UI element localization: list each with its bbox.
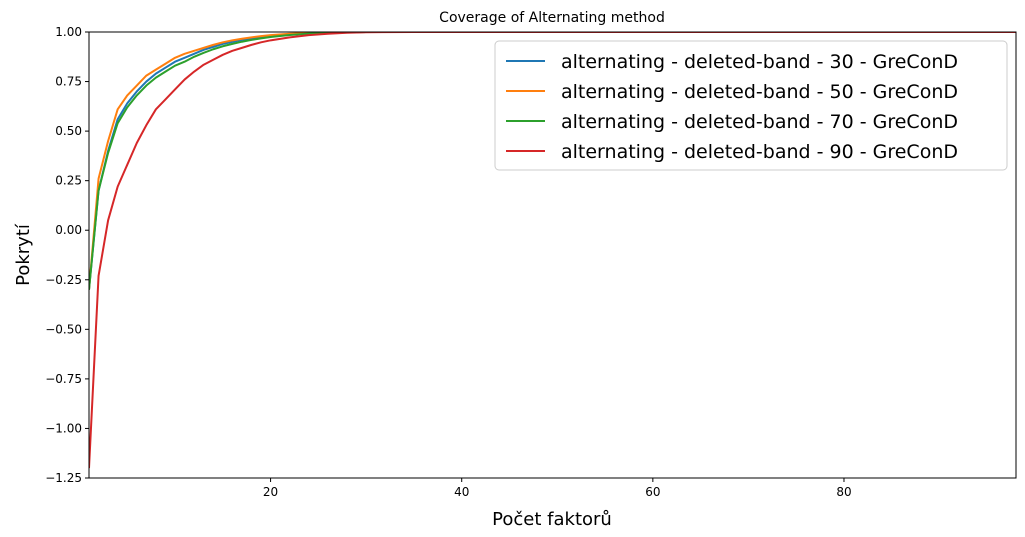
- y-tick-label: −0.75: [45, 372, 82, 386]
- y-tick-label: 0.00: [55, 223, 82, 237]
- legend-entry-1: alternating - deleted-band - 30 - GreCon…: [561, 51, 958, 73]
- series-line-1: [89, 32, 1016, 290]
- plot-frame: [88, 31, 1017, 479]
- series-line-4: [89, 32, 1016, 469]
- legend-box: [494, 40, 1008, 171]
- legend-entry-2: alternating - deleted-band - 50 - GreCon…: [561, 81, 958, 103]
- series-line-2: [89, 32, 1016, 290]
- legend: alternating - deleted-band - 30 - GreCon…: [494, 40, 1008, 171]
- y-axis-label: Pokrytí: [13, 223, 34, 286]
- x-tick-label: 60: [645, 485, 660, 499]
- axis-ticks: 20 40 60 80 −1.25 −1.00 −0.75 −0.50 −0.25 0.00 0.2…: [45, 25, 851, 499]
- y-tick-label: −0.50: [45, 322, 82, 336]
- y-tick-label: −1.25: [45, 471, 82, 485]
- y-tick-label: −1.00: [45, 421, 82, 435]
- legend-entry-3: alternating - deleted-band - 70 - GreCon…: [561, 111, 958, 133]
- y-tick-label: 0.50: [55, 124, 82, 138]
- y-tick-label: 0.75: [55, 75, 82, 89]
- x-tick-label: 80: [836, 485, 851, 499]
- y-tick-label: −0.25: [45, 273, 82, 287]
- x-tick-label: 20: [263, 485, 278, 499]
- y-tick-label: 0.25: [55, 174, 82, 188]
- legend-entry-4: alternating - deleted-band - 90 - GreCon…: [561, 141, 958, 163]
- y-tick-label: 1.00: [55, 25, 82, 39]
- series-line-3: [89, 32, 1016, 290]
- chart-title: Coverage of Alternating method: [439, 10, 665, 26]
- x-axis-label: Počet faktorů: [492, 509, 612, 530]
- plot-area: [89, 32, 1016, 469]
- x-tick-label: 40: [454, 485, 469, 499]
